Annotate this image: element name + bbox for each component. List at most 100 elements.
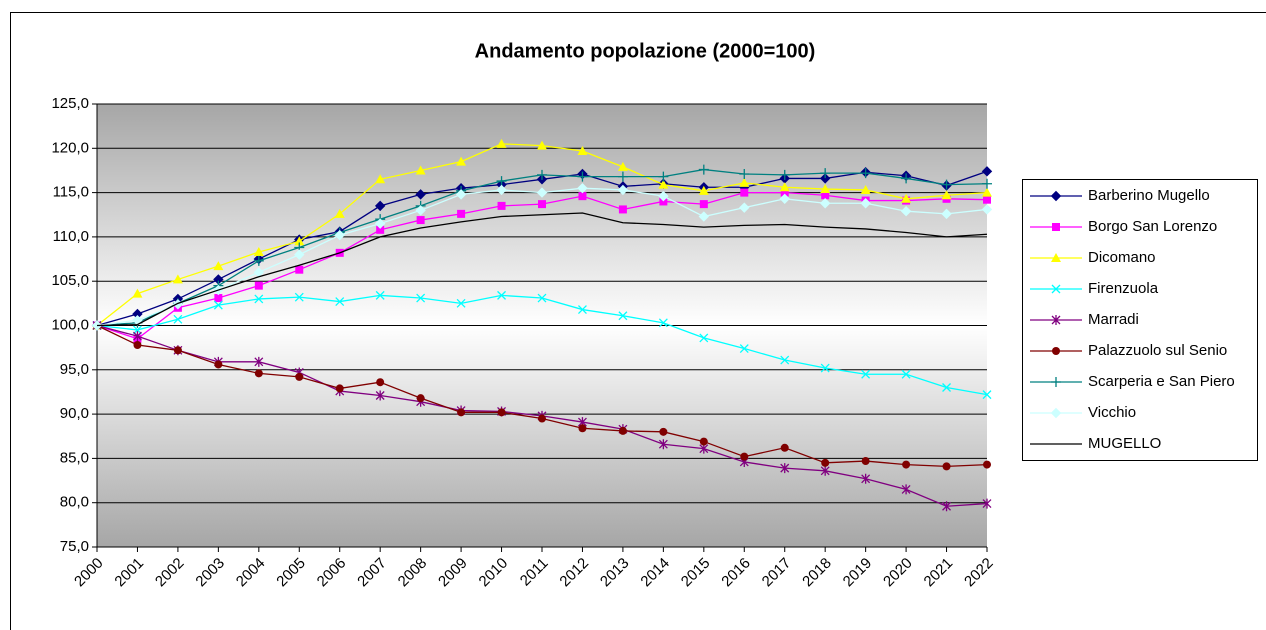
marker: [538, 200, 546, 209]
marker: [536, 187, 548, 198]
marker: [214, 360, 223, 369]
legend-marker: [1051, 377, 1061, 387]
legend-marker: [1052, 223, 1060, 231]
marker: [253, 255, 264, 266]
marker: [335, 384, 344, 393]
marker: [577, 145, 588, 155]
marker: [821, 458, 830, 467]
marker: [941, 208, 952, 220]
marker: [538, 414, 546, 423]
marker: [254, 356, 264, 367]
marker: [820, 465, 830, 476]
y-tick-label: 125,0: [51, 95, 89, 112]
marker: [618, 426, 627, 435]
marker: [376, 378, 385, 387]
marker: [779, 193, 790, 205]
marker: [819, 173, 831, 184]
legend-label: Firenzuola: [1088, 280, 1159, 297]
marker: [658, 190, 669, 202]
x-tick-label: 2005: [273, 555, 309, 591]
marker: [618, 205, 627, 214]
marker: [617, 171, 628, 182]
marker: [740, 188, 749, 197]
marker: [821, 191, 830, 200]
x-tick-label: 2000: [71, 555, 107, 591]
series-line: [96, 212, 988, 327]
marker: [658, 439, 668, 450]
marker: [860, 198, 871, 209]
y-tick-label: 75,0: [60, 538, 89, 555]
x-tick-label: 2017: [759, 555, 795, 591]
marker: [819, 198, 831, 209]
marker: [295, 265, 304, 274]
legend-marker: [1051, 253, 1061, 262]
marker: [942, 462, 951, 471]
legend-marker: [1051, 284, 1061, 294]
marker: [497, 408, 506, 417]
marker: [658, 171, 669, 182]
marker: [941, 179, 952, 190]
marker: [578, 192, 587, 201]
y-tick-label: 120,0: [51, 139, 89, 156]
marker: [456, 156, 467, 166]
chart-border: [10, 12, 1266, 630]
marker: [861, 457, 870, 466]
x-tick-label: 2020: [880, 555, 916, 591]
marker: [901, 484, 911, 495]
marker: [780, 355, 790, 365]
marker: [860, 184, 871, 194]
legend-marker: [1052, 347, 1060, 355]
marker: [577, 182, 588, 194]
marker: [902, 460, 911, 469]
marker: [213, 261, 224, 271]
x-tick-label: 2011: [517, 555, 552, 590]
x-tick-label: 2002: [152, 555, 188, 591]
marker: [740, 452, 749, 461]
marker: [901, 193, 912, 203]
marker: [295, 372, 304, 381]
y-tick-label: 115,0: [53, 184, 89, 201]
marker: [698, 164, 709, 175]
marker: [294, 292, 304, 302]
marker: [780, 188, 789, 197]
marker: [334, 229, 345, 241]
marker: [497, 290, 507, 300]
y-tick-label: 80,0: [60, 494, 89, 511]
marker: [942, 383, 952, 392]
marker: [617, 161, 628, 171]
legend-marker: [1051, 315, 1061, 325]
y-tick-label: 105,0: [51, 272, 89, 289]
legend-label: Barberino Mugello: [1088, 187, 1210, 204]
legend-label: Palazzuolo sul Senio: [1088, 342, 1227, 359]
marker: [780, 463, 790, 474]
x-tick-label: 2009: [435, 555, 471, 591]
marker: [416, 293, 426, 303]
marker: [820, 363, 830, 373]
marker: [132, 288, 143, 298]
marker: [213, 300, 223, 310]
marker: [537, 169, 547, 180]
marker: [861, 473, 871, 484]
marker: [133, 340, 142, 349]
marker: [416, 216, 425, 225]
x-tick-label: 2003: [192, 555, 228, 591]
marker: [456, 298, 466, 308]
marker: [415, 189, 426, 200]
marker: [578, 424, 587, 433]
x-tick-label: 2019: [840, 555, 876, 591]
marker: [941, 190, 952, 200]
marker: [455, 189, 467, 200]
marker: [982, 187, 992, 197]
marker: [214, 294, 223, 303]
marker: [254, 294, 264, 304]
marker: [375, 174, 386, 184]
x-tick-label: 2001: [111, 555, 147, 591]
marker: [698, 211, 710, 222]
legend-label: Borgo San Lorenzo: [1088, 218, 1217, 235]
marker: [699, 200, 708, 209]
legend-label: Vicchio: [1088, 404, 1136, 421]
marker: [173, 314, 183, 324]
legend-label: Scarperia e San Piero: [1088, 373, 1235, 390]
marker: [780, 443, 789, 452]
